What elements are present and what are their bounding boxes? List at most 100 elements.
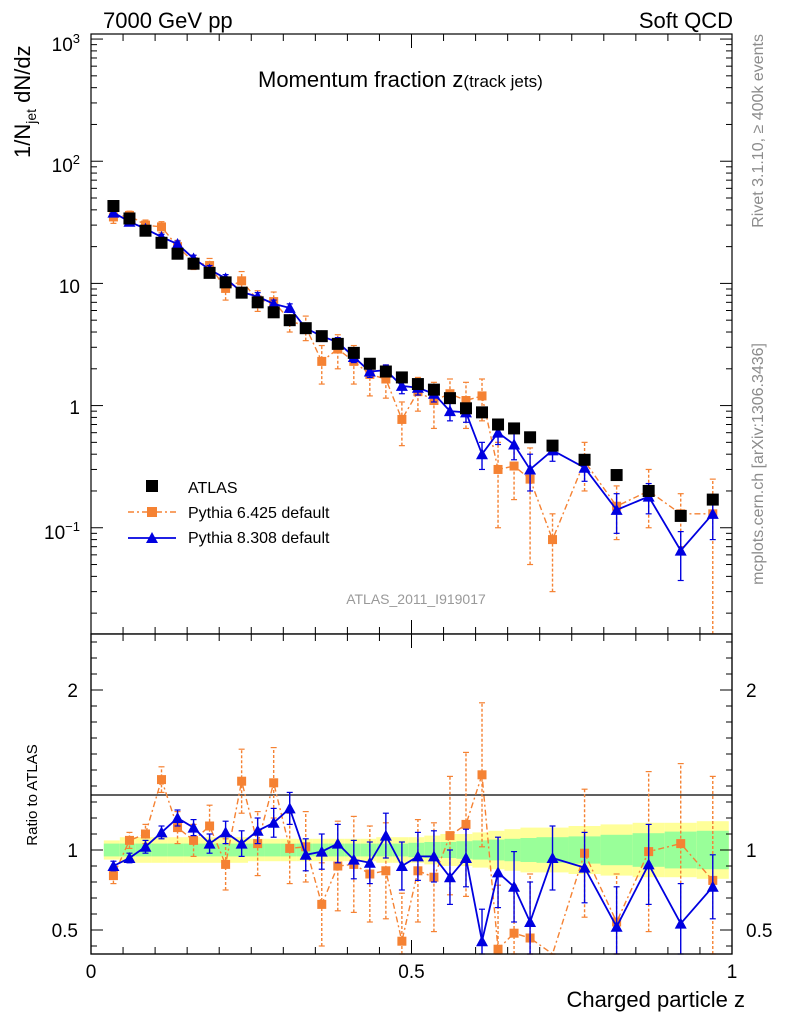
ratio-ytick-label-right: 0.5 <box>746 921 772 942</box>
py8-point <box>443 405 456 417</box>
py6-point <box>397 414 407 424</box>
ratio-py8-point <box>459 852 472 863</box>
py8-point <box>508 438 521 450</box>
ratio-py6-point <box>477 770 487 780</box>
ratio-py8-point <box>139 840 152 852</box>
ratio-py8-point <box>476 935 489 947</box>
atlas-point <box>363 357 376 370</box>
py8-point <box>706 507 719 519</box>
atlas-point <box>578 453 591 466</box>
ratio-py8-point <box>524 916 537 927</box>
main-title-suffix: (track jets) <box>463 72 542 91</box>
py8-point <box>578 461 591 473</box>
py8-point <box>492 426 505 438</box>
legend: ATLAS Pythia 6.425 default Pythia 8.308 … <box>128 480 330 547</box>
ytick-label-1: 1 <box>69 398 80 419</box>
ratio-py8-point <box>155 826 168 838</box>
main-ticks <box>90 34 733 634</box>
atlas-point <box>155 236 168 249</box>
py8-point <box>395 379 408 391</box>
ratio-py8-point <box>203 837 216 849</box>
atlas-point <box>139 224 152 237</box>
atlas-point <box>203 266 216 279</box>
ratio-series <box>107 702 719 956</box>
ratio-py6-point <box>285 843 295 853</box>
ratio-py8-point <box>347 853 360 865</box>
atlas-point <box>395 371 408 384</box>
ratio-py8-point <box>187 821 200 833</box>
main-series <box>107 200 719 635</box>
ratio-panel: 0.5 0.5 1 1 2 2 0 0.5 1 Ratio to ATLAS Charged p… <box>24 633 772 1012</box>
ratio-py6-point <box>237 776 247 786</box>
ytick-label-0.1-exp: −1 <box>65 519 80 534</box>
ratio-py6-point <box>445 831 455 841</box>
ratio-ytick-label: 0.5 <box>52 921 78 942</box>
atlas-point <box>476 406 489 419</box>
atlas-point <box>642 484 655 497</box>
ytick-label-10: 10 <box>59 277 80 298</box>
ytick-label-100-exp: 2 <box>73 152 80 167</box>
ratio-py8-point <box>395 860 408 871</box>
ratio-py6-point <box>676 839 686 849</box>
atlas-point <box>187 257 200 270</box>
py6-point <box>221 283 231 293</box>
ratio-py6-point <box>269 778 279 788</box>
atlas-point <box>524 431 537 444</box>
ratio-py8-point <box>610 920 623 932</box>
ratio-py8-point <box>443 871 456 883</box>
ratio-py8-point <box>546 852 559 863</box>
ratio-py8-point <box>283 802 296 814</box>
ratio-py8-point <box>235 837 248 849</box>
atlas-point <box>123 212 136 225</box>
source-label: mcplots.cern.ch [arXiv:1306.3436] <box>750 343 767 585</box>
py8-point <box>674 544 687 556</box>
ratio-py6-point <box>108 871 118 881</box>
legend-marker-py6 <box>147 507 157 517</box>
ratio-py8-point <box>642 858 655 870</box>
ratio-py6-point <box>157 775 167 785</box>
ratio-band-inner <box>424 842 441 858</box>
atlas-point <box>107 200 120 213</box>
ratio-py6-point <box>140 829 150 839</box>
py6-point <box>237 276 247 286</box>
atlas-point <box>283 314 296 327</box>
ratio-py8-point <box>331 837 344 849</box>
ytick-label-1000-exp: 3 <box>73 31 80 46</box>
version-label: Rivet 3.1.10, ≥ 400k events <box>750 34 767 228</box>
ratio-py8-point <box>107 860 120 871</box>
xtick-label: 0 <box>86 962 97 983</box>
beam-label: 7000 GeV pp <box>103 8 233 33</box>
ratio-py8-point <box>315 845 328 857</box>
ratio-band-inner <box>103 843 120 857</box>
ratio-py8-point <box>171 812 184 823</box>
ratio-py8-point <box>508 880 521 892</box>
xtick-label: 0.5 <box>398 962 424 983</box>
ratio-py8-point <box>363 856 376 868</box>
ratio-py6-line <box>112 774 714 956</box>
ytick-label-0.1: 10−1 <box>44 519 80 544</box>
atlas-point <box>706 493 719 506</box>
atlas-point <box>443 392 456 405</box>
atlas-point <box>610 469 623 482</box>
ratio-band-inner <box>488 839 505 861</box>
py8-point <box>610 503 623 515</box>
atlas-point <box>379 365 392 378</box>
ratio-py6-point <box>173 823 183 833</box>
py8-point <box>524 463 537 475</box>
atlas-point <box>235 286 248 299</box>
ratio-py8-point <box>674 917 687 929</box>
py8-point <box>267 297 280 309</box>
ratio-band-inner <box>167 843 184 857</box>
ratio-ylabel: Ratio to ATLAS <box>24 744 41 845</box>
atlas-point <box>219 276 232 289</box>
py6-point <box>548 535 558 545</box>
ratio-band-inner <box>600 834 633 866</box>
xtick-label: 1 <box>727 962 738 983</box>
atlas-point <box>546 439 559 452</box>
ratio-py8-point <box>492 866 505 878</box>
atlas-point <box>171 247 184 260</box>
analysis-label: ATLAS_2011_I919017 <box>346 591 486 607</box>
ratio-py8-point <box>267 816 280 828</box>
ratio-band-inner <box>392 843 409 857</box>
